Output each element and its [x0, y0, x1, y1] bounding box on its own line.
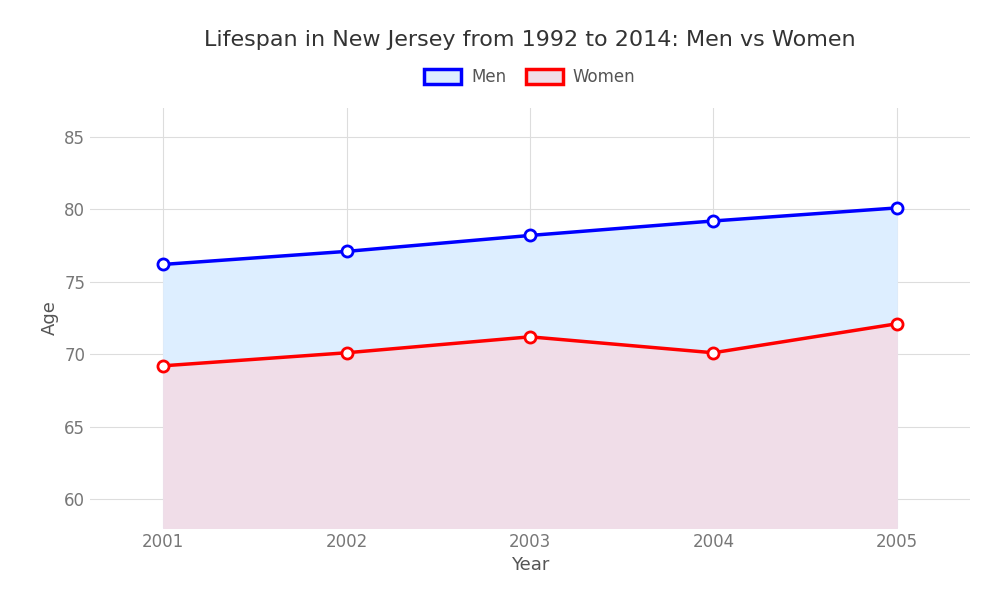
- Legend: Men, Women: Men, Women: [418, 62, 642, 93]
- Title: Lifespan in New Jersey from 1992 to 2014: Men vs Women: Lifespan in New Jersey from 1992 to 2014…: [204, 29, 856, 49]
- Men: [341, 248, 353, 255]
- Women: [891, 320, 903, 328]
- Men: [524, 232, 536, 239]
- X-axis label: Year: Year: [511, 556, 549, 574]
- Men: [157, 261, 169, 268]
- Women: [341, 349, 353, 356]
- Women: [157, 362, 169, 370]
- Women: [524, 333, 536, 340]
- Y-axis label: Age: Age: [41, 301, 59, 335]
- Men: [707, 217, 719, 224]
- Line: Women: Women: [158, 318, 902, 371]
- Women: [707, 349, 719, 356]
- Line: Men: Men: [158, 202, 902, 270]
- Men: [891, 205, 903, 212]
